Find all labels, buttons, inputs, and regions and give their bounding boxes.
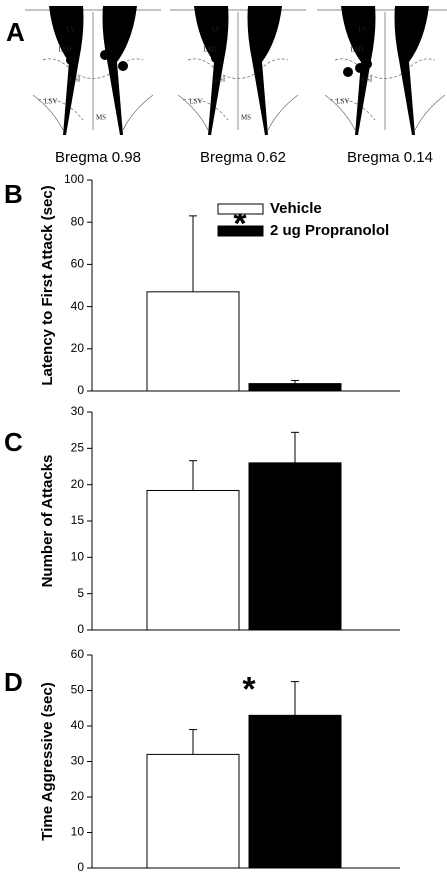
bregma-label: Bregma 0.14 xyxy=(347,149,433,166)
bregma-label: Bregma 0.98 xyxy=(55,149,141,166)
region-label: LSV xyxy=(44,98,57,106)
panel-label: D xyxy=(4,667,23,697)
panel-label: C xyxy=(4,427,23,457)
region-label: LSD xyxy=(350,46,363,54)
atlas-dashed xyxy=(182,58,289,121)
region-label: LSI xyxy=(215,76,226,84)
y-tick-label: 5 xyxy=(77,586,84,600)
bar xyxy=(248,462,342,631)
region-label: MS xyxy=(241,114,251,122)
y-tick-label: 40 xyxy=(71,299,85,313)
y-tick-label: 0 xyxy=(77,622,84,636)
y-tick-label: 40 xyxy=(71,718,85,732)
lateral-ventricle xyxy=(194,6,229,135)
atlas-dashed xyxy=(329,58,436,121)
atlas-outline xyxy=(170,9,306,131)
y-tick-label: 100 xyxy=(64,172,84,186)
y-tick-label: 20 xyxy=(71,341,85,355)
region-label: MS xyxy=(96,114,106,122)
legend-label: Vehicle xyxy=(270,200,322,217)
lateral-ventricle xyxy=(102,6,137,135)
bar xyxy=(248,714,342,869)
injection-site xyxy=(343,67,353,77)
y-tick-label: 20 xyxy=(71,789,85,803)
y-tick-label: 30 xyxy=(71,754,85,768)
legend-swatch xyxy=(217,225,264,237)
region-label: LSI xyxy=(362,76,373,84)
region-label: LSD xyxy=(203,46,216,54)
significance-marker: * xyxy=(242,671,256,709)
y-tick-label: 15 xyxy=(71,513,85,527)
y-tick-label: 0 xyxy=(77,383,84,397)
y-tick-label: 60 xyxy=(71,647,85,661)
region-label: LV xyxy=(212,26,221,34)
region-label: LSV xyxy=(336,98,349,106)
y-tick-label: 60 xyxy=(71,257,85,271)
atlas-outline xyxy=(317,9,447,131)
y-axis-title: Latency to First Attack (sec) xyxy=(39,185,56,385)
injection-site xyxy=(118,61,128,71)
atlas-section: LV LSD LSI MS LSV xyxy=(170,6,306,135)
panel-label: A xyxy=(6,17,25,47)
lateral-ventricle xyxy=(49,6,84,135)
injection-site xyxy=(66,55,76,65)
atlas-outline xyxy=(25,9,161,131)
lateral-ventricle xyxy=(341,6,376,135)
atlas-section: LV LSD LSI MS LSV xyxy=(25,6,161,135)
y-axis-title: Time Aggressive (sec) xyxy=(39,682,56,840)
legend-swatch xyxy=(217,203,264,215)
injection-site xyxy=(211,53,221,63)
bar xyxy=(146,291,240,392)
region-label: LSI xyxy=(70,76,81,84)
bar xyxy=(248,383,342,392)
y-tick-label: 25 xyxy=(71,441,85,455)
injection-site xyxy=(362,59,372,69)
injection-site xyxy=(100,50,110,60)
y-tick-label: 0 xyxy=(77,860,84,874)
legend-label: 2 ug Propranolol xyxy=(270,222,389,239)
y-tick-label: 20 xyxy=(71,477,85,491)
lateral-ventricle xyxy=(394,6,429,135)
atlas-dashed xyxy=(37,58,144,121)
y-tick-label: 50 xyxy=(71,683,85,697)
y-tick-label: 30 xyxy=(71,404,85,418)
lateral-ventricle xyxy=(247,6,282,135)
y-tick-label: 80 xyxy=(71,214,85,228)
panel-label: B xyxy=(4,179,23,209)
region-label: LV xyxy=(359,26,368,34)
atlas-section: LV LSD LSI LSV xyxy=(317,6,447,135)
injection-site xyxy=(251,47,261,57)
y-axis-title: Number of Attacks xyxy=(39,455,56,588)
bar xyxy=(146,753,240,869)
region-label: LSV xyxy=(189,98,202,106)
y-tick-label: 10 xyxy=(71,550,85,564)
bar xyxy=(146,489,240,631)
region-label: LV xyxy=(67,26,76,34)
y-tick-label: 10 xyxy=(71,825,85,839)
bregma-label: Bregma 0.62 xyxy=(200,149,286,166)
region-label: LSD xyxy=(58,46,71,54)
